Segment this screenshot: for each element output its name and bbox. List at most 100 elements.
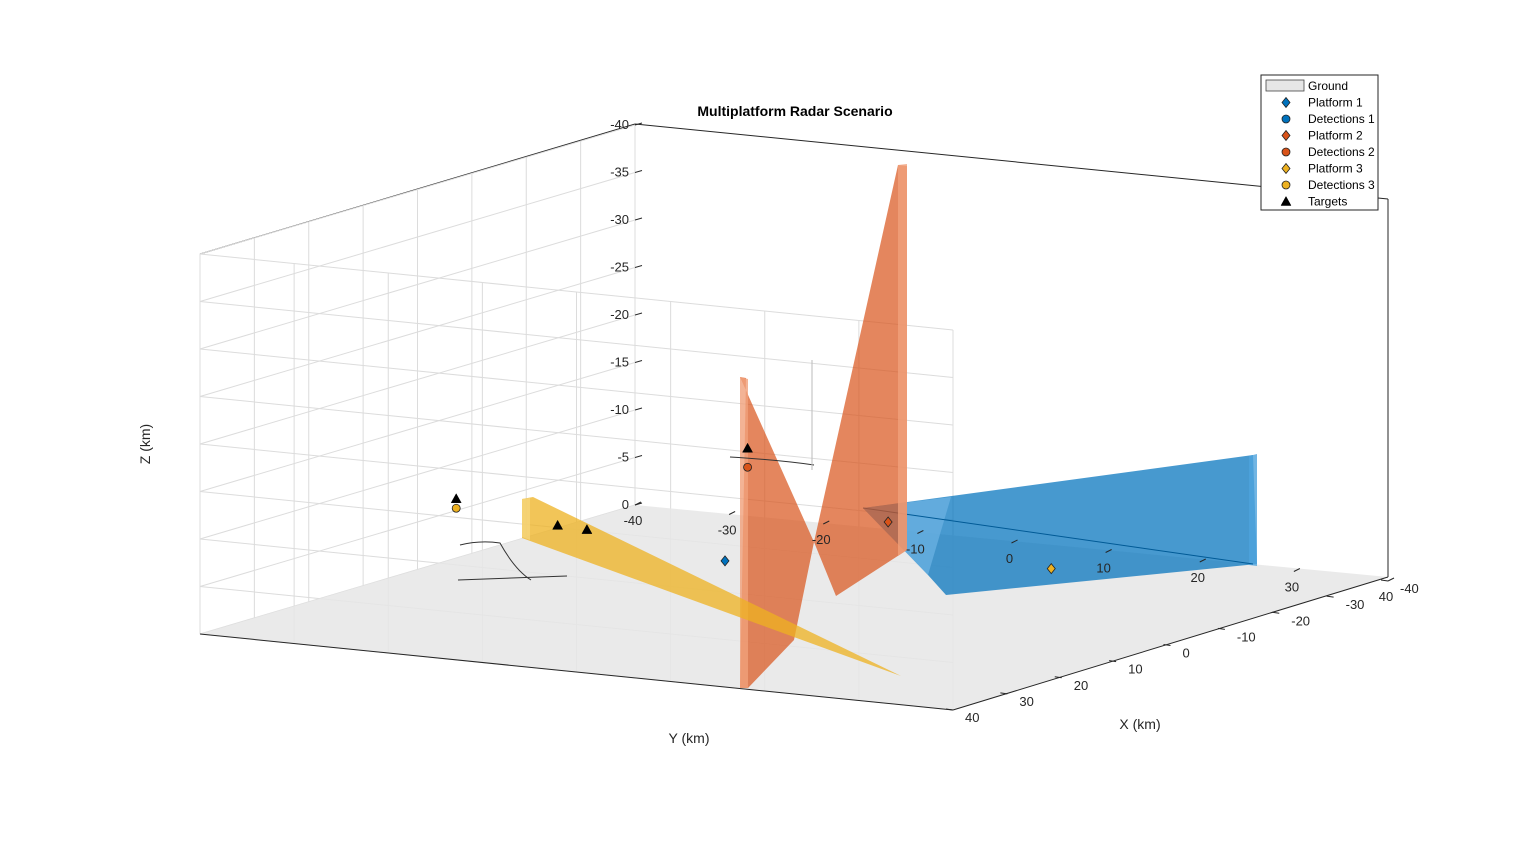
legend-entry-label: Detections 3 (1308, 178, 1375, 192)
legend-swatch (1281, 147, 1291, 157)
z-tick-mark (634, 407, 643, 411)
x-tick-mark (1109, 660, 1117, 663)
targets-marker (552, 519, 564, 530)
y-tick-label: -20 (812, 532, 831, 547)
x-tick-label: 10 (1128, 662, 1142, 677)
legend: Ground Platform 1 Detections 1 Platform 2 De… (1260, 74, 1379, 211)
beam-platform-2-b (814, 165, 907, 596)
x-tick-mark (1380, 579, 1389, 582)
beam-platform-1-face (1249, 454, 1257, 566)
z-tick-label: 0 (622, 497, 629, 512)
grid-line (199, 457, 636, 587)
sensor-beams (522, 164, 1257, 688)
y-tick-label: 20 (1191, 570, 1205, 585)
grid-line (199, 396, 954, 473)
z-tick-mark (634, 265, 643, 268)
y-tick-label: 30 (1285, 580, 1299, 595)
floor-edge (952, 576, 1389, 711)
beam-platform-2-a-face (740, 377, 748, 688)
detections-2-marker (743, 462, 752, 472)
grid-line (199, 253, 954, 331)
floor-edge (199, 633, 954, 711)
beam-platform-1 (863, 455, 1257, 595)
z-tick-label: -20 (610, 307, 629, 322)
y-tick-mark (1387, 577, 1395, 582)
grid-line (199, 409, 636, 540)
z-tick-label: -10 (610, 402, 629, 417)
z-tick-label: -5 (617, 450, 629, 465)
x-axis-label: X (km) (1119, 716, 1160, 732)
z-tick-mark (634, 312, 643, 316)
platform-2-marker (883, 516, 893, 528)
chart-title: Multiplatform Radar Scenario (697, 103, 892, 119)
legend-swatch (1281, 162, 1291, 175)
z-tick-mark (634, 122, 643, 126)
legend-entry-label: Platform 3 (1308, 162, 1363, 176)
targets-marker (581, 524, 593, 534)
x-tick-label: -10 (1237, 629, 1256, 644)
y-tick-mark (1105, 549, 1112, 553)
grid-line (199, 267, 636, 397)
z-tick-mark (634, 217, 643, 221)
beam-platform-3-face (522, 498, 530, 540)
grid-line (199, 124, 636, 255)
grid-line (199, 348, 954, 426)
y-tick-mark (823, 520, 830, 525)
z-tick-mark (634, 360, 643, 363)
x-tick-label: 20 (1074, 678, 1088, 693)
y-tick-mark (1011, 539, 1018, 544)
grid-line (199, 219, 636, 350)
platform-3-marker (1046, 562, 1056, 575)
y-axis-label: Y (km) (669, 730, 710, 746)
legend-swatch (1281, 180, 1291, 190)
x-tick-label: -40 (1400, 581, 1419, 596)
z-tick-label: -35 (610, 165, 629, 180)
x-tick-label: 0 (1183, 646, 1190, 661)
y-tick-mark (1293, 568, 1301, 572)
z-axis-label: Z (km) (137, 424, 153, 464)
grid-line (199, 172, 636, 302)
y-tick-mark (917, 530, 924, 534)
x-tick-mark (1163, 644, 1171, 646)
z-tick-label: -25 (610, 260, 629, 275)
x-tick-labels: -40 -30 -20 -10 0 10 20 30 40 (945, 579, 1419, 725)
legend-entry-label: Ground (1308, 79, 1348, 93)
data-points (450, 442, 1056, 575)
platform-1-marker (720, 555, 730, 567)
beam-platform-1-edge (862, 507, 1254, 565)
legend-entry-label: Platform 2 (1308, 129, 1363, 143)
y-tick-label: -40 (624, 513, 643, 528)
z-tick-mark (634, 455, 643, 458)
legend-entry-label: Detections 1 (1308, 112, 1375, 126)
z-tick-label: -30 (610, 212, 629, 227)
x-tick-mark (945, 708, 954, 711)
x-tick-mark (1272, 611, 1280, 614)
grid-line (199, 362, 636, 492)
grid-line (199, 301, 954, 378)
y-tick-label: -10 (906, 542, 925, 557)
legend-entry-label: Platform 1 (1308, 96, 1363, 110)
x-tick-label: -20 (1291, 613, 1310, 628)
floor-edges (199, 576, 1389, 711)
y-tick-label: -30 (718, 523, 737, 538)
legend-entry-label: Targets (1308, 195, 1347, 209)
y-tick-labels: -40 -30 -20 -10 0 10 20 30 40 (624, 501, 1395, 604)
x-tick-label: -30 (1346, 597, 1365, 612)
target-trajectories (457, 360, 815, 581)
y-tick-mark (634, 501, 642, 506)
y-tick-mark (728, 511, 736, 515)
grid-line (199, 314, 636, 445)
trajectory (459, 541, 532, 581)
x-tick-label: 30 (1019, 694, 1033, 709)
z-tick-labels: -40 -35 -30 -25 -20 -15 -10 -5 0 (610, 117, 643, 512)
beam-platform-3 (522, 497, 901, 676)
targets-marker (742, 442, 753, 453)
beam-platform-2-b-face (898, 164, 907, 556)
x-tick-mark (1326, 595, 1334, 598)
legend-swatch (1265, 79, 1305, 92)
y-tick-mark (1199, 558, 1206, 563)
legend-box (1260, 74, 1379, 211)
legend-swatch (1281, 129, 1291, 142)
detections-3-marker (451, 503, 461, 513)
